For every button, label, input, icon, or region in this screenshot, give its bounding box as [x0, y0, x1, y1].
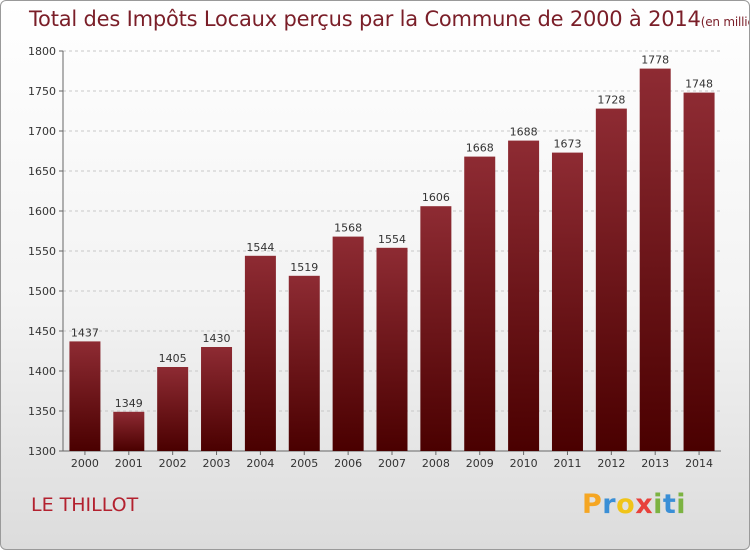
x-tick-label: 2009: [466, 457, 494, 470]
y-tick-label: 1350: [28, 405, 56, 418]
x-tick-label: 2004: [246, 457, 274, 470]
x-tick-label: 2000: [71, 457, 99, 470]
y-tick-label: 1550: [28, 245, 56, 258]
y-tick-label: 1300: [28, 445, 56, 458]
bar-2009: [464, 156, 496, 451]
data-label: 1668: [466, 142, 494, 155]
data-labels: 1437 1349 1405 1430 1544 1519 1568 1554 1606 1668…: [71, 54, 713, 410]
data-label: 1544: [246, 241, 274, 254]
chart-title: Total des Impôts Locaux perçus par la Co…: [29, 7, 749, 31]
y-tick-label: 1500: [28, 285, 56, 298]
y-tick-label: 1650: [28, 165, 56, 178]
data-label: 1673: [553, 138, 581, 151]
bar-2013: [639, 68, 671, 451]
x-tick-label: 2011: [553, 457, 581, 470]
logo-letter: P: [582, 489, 603, 520]
y-tick-label: 1450: [28, 325, 56, 338]
bar-2000: [69, 341, 101, 451]
x-tick-label: 2003: [203, 457, 231, 470]
bar-2008: [420, 206, 452, 451]
x-tick-label: 2001: [115, 457, 143, 470]
bar-2003: [201, 347, 233, 451]
y-tick-label: 1800: [28, 45, 56, 58]
logo-letter: i: [676, 489, 687, 520]
y-tick-label: 1600: [28, 205, 56, 218]
x-tick-label: 2013: [641, 457, 669, 470]
bar-2011: [551, 152, 583, 451]
data-label: 1349: [115, 397, 143, 410]
x-tick-label: 2008: [422, 457, 450, 470]
data-label: 1728: [597, 94, 625, 107]
x-tick-label: 2006: [334, 457, 362, 470]
proxiti-logo: Proxiti: [582, 489, 686, 520]
logo-letter: r: [602, 489, 617, 520]
x-tick-label: 2007: [378, 457, 406, 470]
bar-2002: [157, 367, 189, 451]
bar-2006: [332, 236, 364, 451]
x-tick-label: 2010: [510, 457, 538, 470]
data-label: 1606: [422, 191, 450, 204]
unit-note: (en milliers d'€): [700, 15, 749, 29]
chart-title-text: Total des Impôts Locaux perçus par la Co…: [29, 7, 701, 31]
logo-letter: o: [616, 489, 636, 520]
place-name: LE THILLOT: [31, 494, 139, 516]
x-tick-label: 2005: [290, 457, 318, 470]
data-label: 1430: [203, 332, 231, 345]
data-label: 1554: [378, 233, 406, 246]
bars: [69, 68, 715, 451]
bar-2007: [376, 247, 408, 451]
data-label: 1748: [685, 78, 713, 91]
axes: 1300 1350 1400 1450 1500 1550 1600 1650 1700 1750…: [28, 45, 721, 470]
bar-2001: [113, 411, 145, 451]
logo-letter: i: [653, 489, 663, 520]
data-label: 1519: [290, 261, 318, 274]
data-label: 1405: [159, 352, 187, 365]
x-tick-label: 2014: [685, 457, 713, 470]
bar-2004: [244, 255, 276, 451]
bar-2012: [595, 108, 627, 451]
x-tick-label: 2002: [159, 457, 187, 470]
bar-2010: [508, 140, 540, 451]
bar-2005: [288, 275, 320, 451]
logo-letter: t: [662, 489, 677, 520]
y-tick-label: 1750: [28, 85, 56, 98]
data-label: 1437: [71, 326, 99, 339]
bar-2014: [683, 92, 715, 451]
x-tick-label: 2012: [597, 457, 625, 470]
y-tick-label: 1400: [28, 365, 56, 378]
y-tick-label: 1700: [28, 125, 56, 138]
logo-letter: x: [635, 489, 654, 520]
data-label: 1568: [334, 222, 362, 235]
data-label: 1778: [641, 54, 669, 67]
data-label: 1688: [510, 126, 538, 139]
